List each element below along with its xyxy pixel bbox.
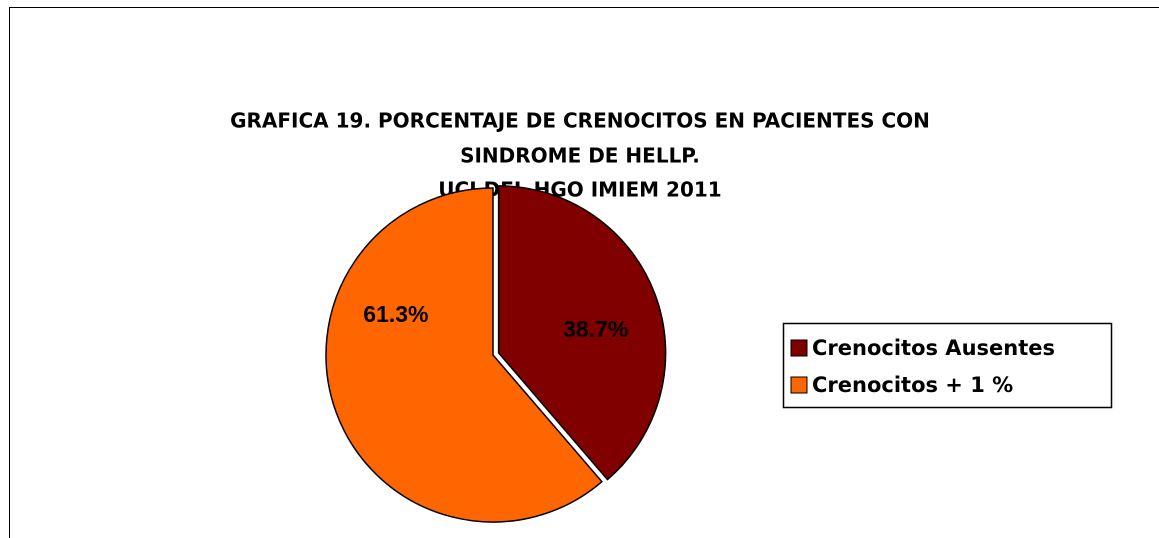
legend-box	[782, 322, 1113, 409]
data-label: 61.3%	[363, 301, 428, 327]
legend-label: Crenocitos Ausentes	[812, 336, 1055, 360]
data-label: 38.7%	[563, 316, 628, 342]
pie-slice	[497, 185, 667, 481]
legend-swatch	[790, 376, 808, 394]
chart-title: SINDROME DE HELLP.	[460, 144, 700, 168]
chart-title: GRAFICA 19. PORCENTAJE DE CRENOCITOS EN …	[230, 109, 930, 133]
legend-label: Crenocitos + 1 %	[812, 373, 1013, 397]
pie-slice	[325, 187, 603, 523]
legend-swatch	[790, 339, 808, 357]
